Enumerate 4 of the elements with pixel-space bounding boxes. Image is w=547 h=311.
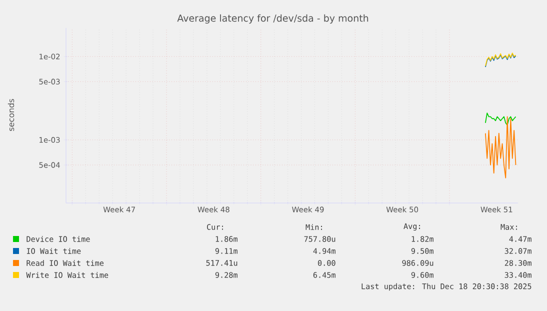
line-series [484, 112, 516, 126]
line-series [484, 116, 516, 178]
y-axis-title: seconds [8, 99, 14, 131]
chart-title: Average latency for /dev/sda - by month [177, 14, 368, 24]
